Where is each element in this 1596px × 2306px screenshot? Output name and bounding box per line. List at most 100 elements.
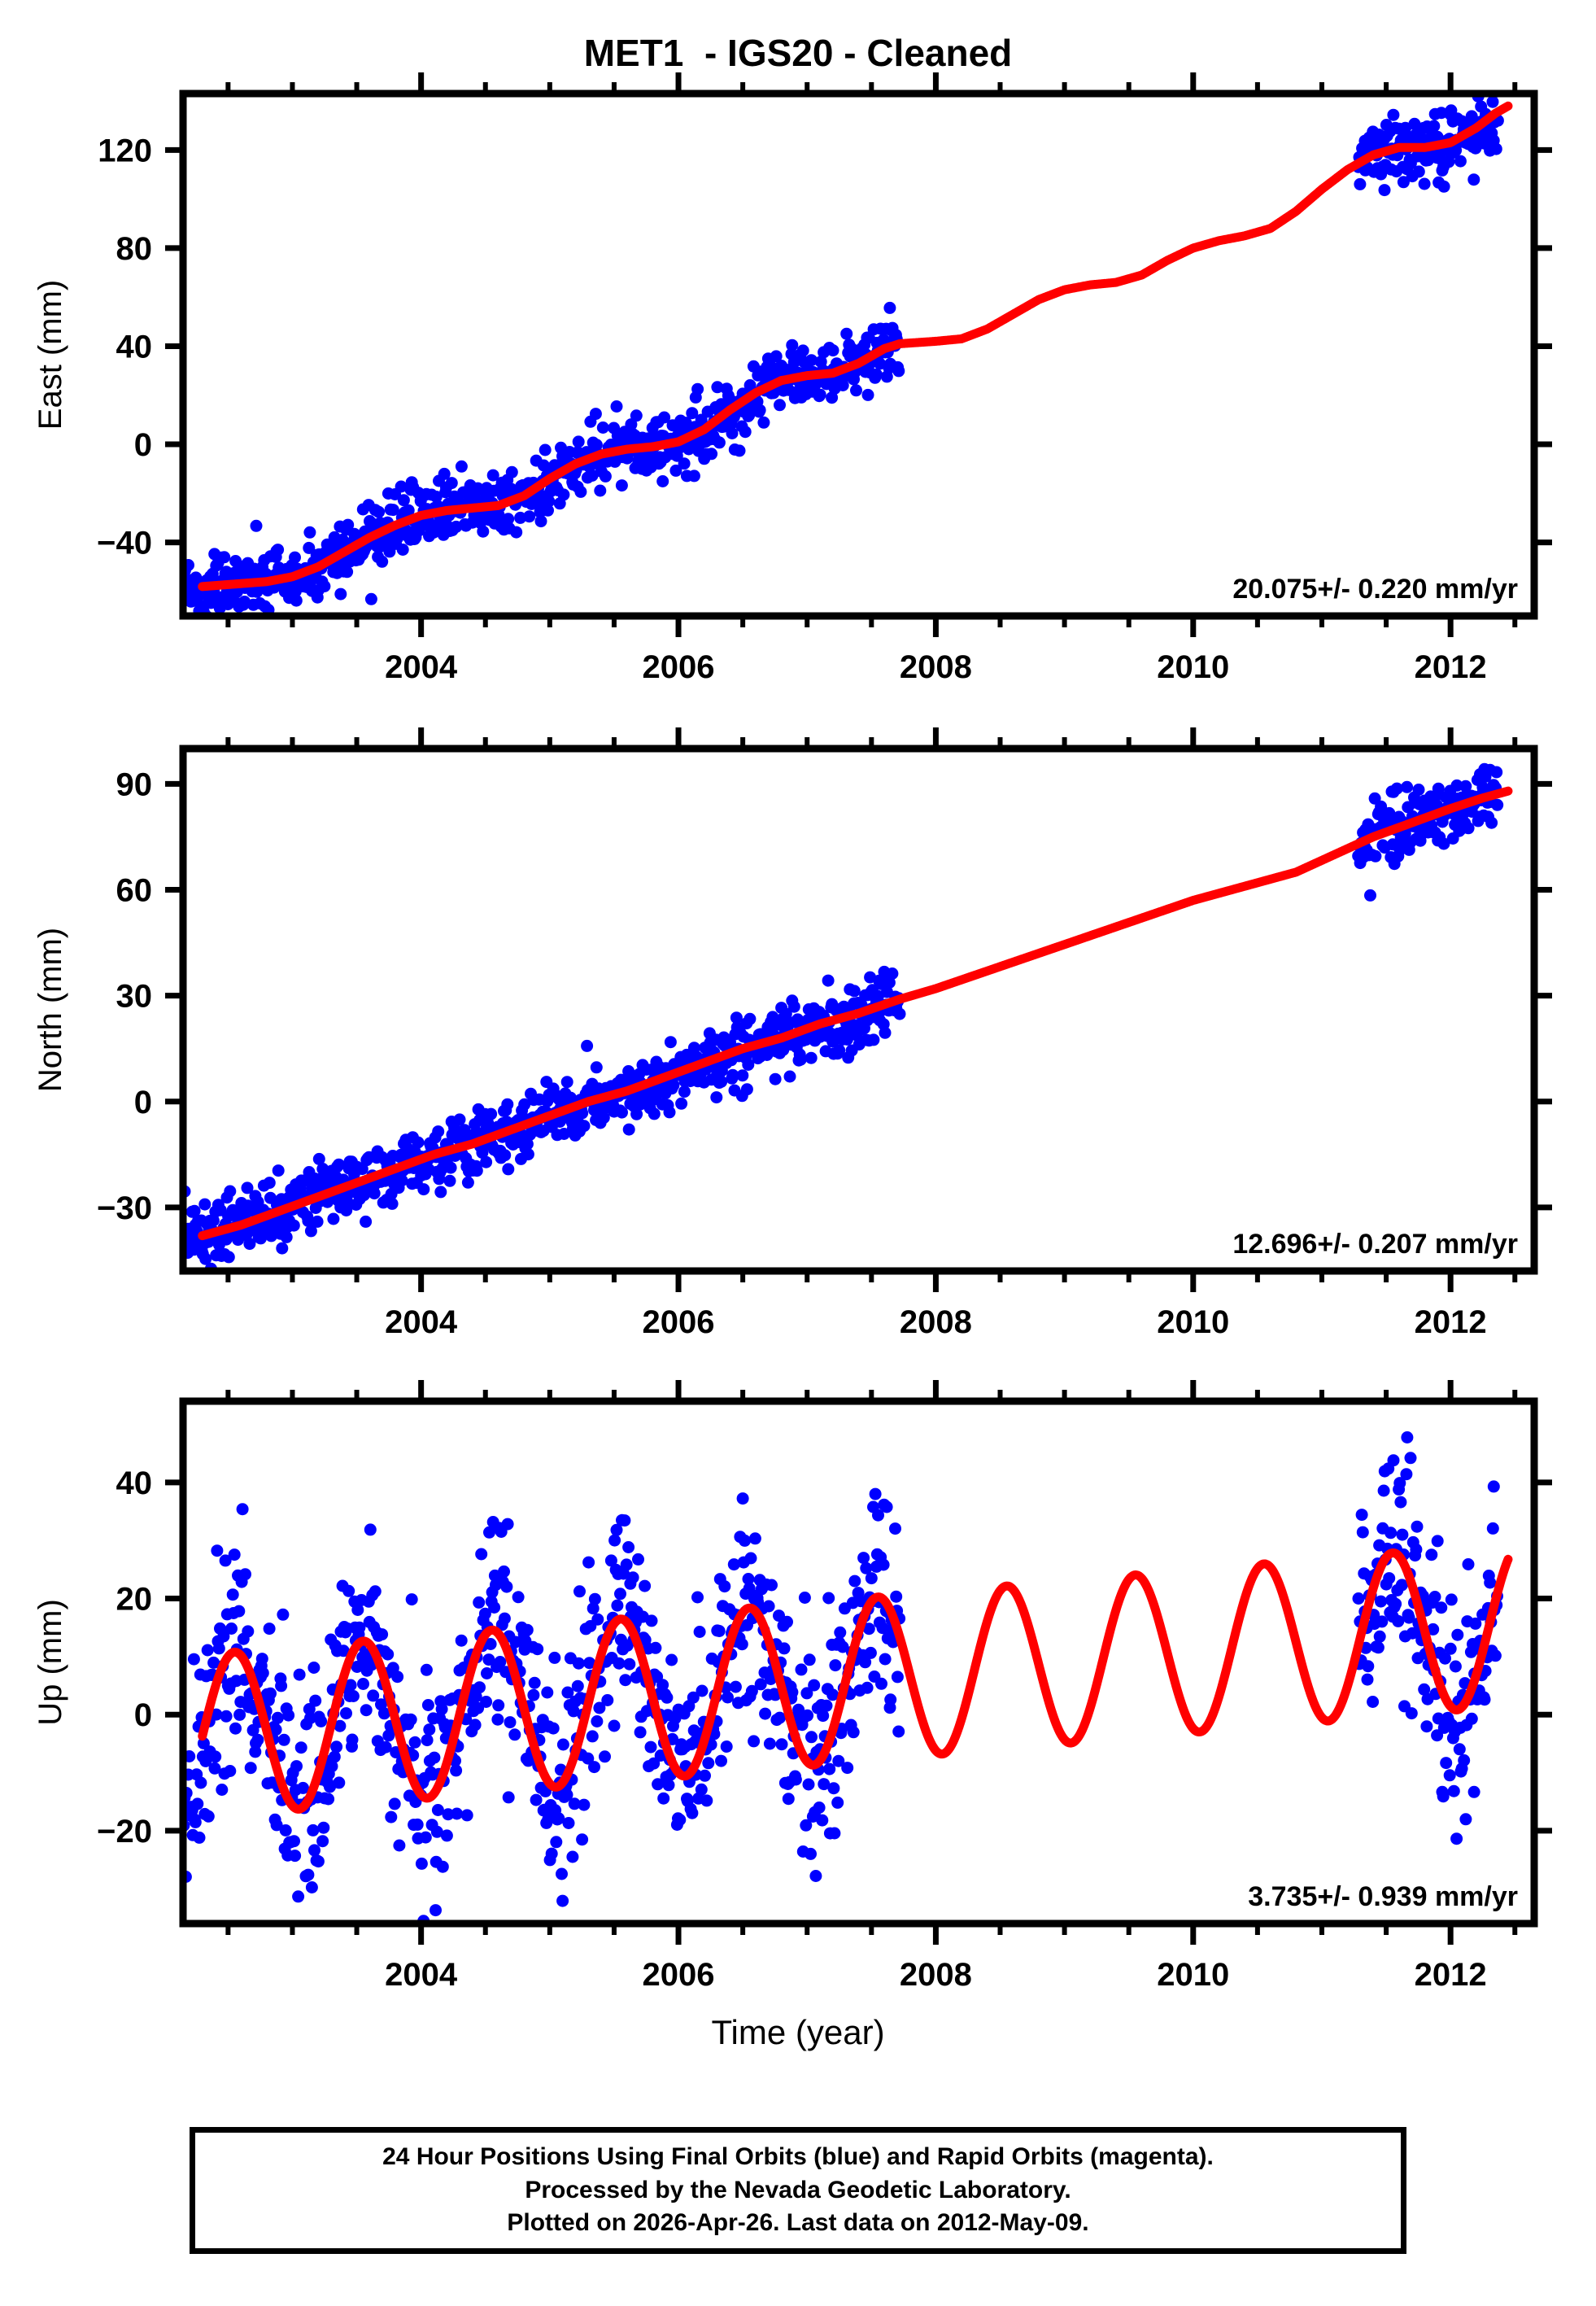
data-point (685, 1738, 698, 1751)
data-point (786, 994, 799, 1007)
data-point (594, 484, 607, 497)
data-point (1468, 1667, 1481, 1680)
data-point (206, 567, 219, 580)
data-point (356, 503, 369, 516)
data-point (715, 1075, 728, 1088)
data-point (265, 570, 278, 583)
data-point (477, 1614, 490, 1627)
data-point (1364, 1589, 1377, 1602)
data-point (366, 1169, 379, 1182)
data-point (414, 488, 427, 501)
data-point (532, 1110, 545, 1123)
data-point (385, 1810, 398, 1823)
data-point (578, 456, 591, 469)
data-point (1463, 122, 1476, 134)
data-point (525, 1121, 539, 1134)
data-point (328, 1180, 341, 1193)
data-point (574, 1692, 587, 1705)
data-point (701, 1043, 714, 1056)
data-point (229, 1675, 242, 1688)
data-point (186, 1230, 199, 1243)
data-point (505, 483, 517, 496)
data-point (730, 1021, 743, 1034)
data-point (633, 443, 646, 456)
data-point (796, 1719, 809, 1732)
data-point (540, 1816, 553, 1829)
data-point (748, 1735, 761, 1748)
data-point (543, 1089, 556, 1102)
data-point (234, 1216, 247, 1229)
data-point (353, 1192, 366, 1205)
data-point (710, 1091, 723, 1104)
data-point (1406, 810, 1419, 823)
data-point (321, 1195, 334, 1208)
data-point (1477, 1691, 1490, 1704)
data-point (1455, 115, 1468, 128)
data-point (1431, 799, 1444, 812)
data-point (254, 597, 266, 609)
data-point (632, 1084, 644, 1097)
data-point (703, 433, 716, 446)
data-point (625, 1074, 637, 1087)
data-point (835, 1727, 848, 1740)
data-point (670, 1059, 683, 1072)
data-point (1369, 849, 1382, 863)
data-point (809, 1870, 822, 1882)
data-point (765, 367, 778, 380)
data-point (391, 1671, 404, 1684)
data-point (1432, 176, 1446, 189)
data-point (648, 1757, 661, 1770)
data-point (735, 1638, 748, 1651)
data-point (517, 1129, 530, 1142)
data-point (767, 1029, 780, 1042)
data-point (692, 444, 705, 457)
data-point (752, 1029, 765, 1042)
data-point (747, 360, 760, 373)
data-point (1450, 1832, 1463, 1845)
data-point (419, 1168, 432, 1181)
data-point (485, 1595, 498, 1608)
data-point (381, 1160, 394, 1173)
data-point (206, 1668, 219, 1681)
data-point (809, 376, 822, 389)
data-point (354, 1638, 367, 1651)
data-point (232, 1569, 244, 1582)
data-point (338, 1621, 351, 1633)
data-point (194, 1668, 207, 1681)
model-fit-curve (198, 786, 1513, 1241)
data-point (1437, 160, 1450, 173)
data-point (259, 1705, 273, 1718)
data-point (621, 1639, 634, 1652)
data-point (1448, 142, 1460, 155)
data-point (661, 439, 674, 452)
data-point (255, 1229, 268, 1242)
data-point (855, 998, 868, 1011)
data-point (689, 1735, 701, 1748)
data-point (349, 1634, 362, 1647)
data-point (809, 370, 822, 383)
data-point (568, 463, 581, 475)
data-point (1358, 1605, 1371, 1618)
data-point (425, 1819, 438, 1832)
data-point (352, 553, 365, 566)
data-point (762, 1038, 775, 1051)
data-point (1404, 819, 1417, 832)
data-point (566, 1850, 579, 1863)
data-point (510, 1130, 523, 1143)
data-point (765, 1579, 778, 1592)
data-point (537, 1125, 550, 1138)
data-point (367, 1184, 380, 1197)
data-point (668, 1058, 681, 1071)
data-point (508, 1667, 521, 1680)
data-point (1476, 788, 1489, 801)
data-point (473, 1113, 486, 1126)
data-point (511, 1666, 524, 1679)
data-point (814, 1025, 827, 1037)
data-point (1426, 826, 1439, 839)
data-point (1378, 841, 1391, 854)
data-point (800, 1819, 813, 1832)
data-point (813, 1802, 826, 1814)
data-point (265, 1229, 277, 1243)
data-point (822, 1592, 835, 1605)
data-point (875, 1677, 887, 1690)
